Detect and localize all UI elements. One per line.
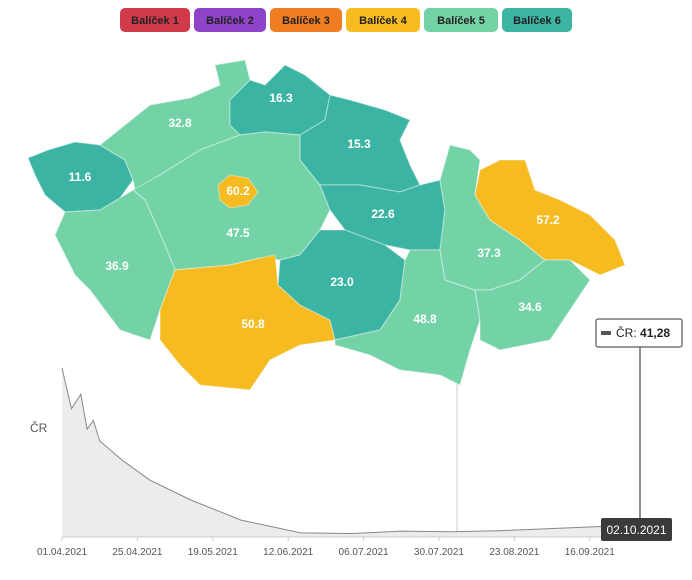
area-line — [61, 367, 641, 535]
legend-swatch — [502, 8, 572, 32]
legend-label: Balíček 1 — [131, 15, 179, 27]
x-tick-label: 16.09.2021 — [565, 547, 615, 558]
legend-swatch — [346, 8, 420, 32]
legend-swatch — [424, 8, 498, 32]
legend-label: Balíček 2 — [206, 15, 254, 27]
region[interactable] — [474, 159, 626, 276]
tooltip-text: ČR: 41,28 — [616, 325, 670, 340]
x-tick-label: 23.08.2021 — [489, 547, 539, 558]
region-value: 22.6 — [371, 207, 395, 221]
legend-button[interactable]: Balíček 3 — [270, 8, 342, 32]
x-tick-label: 25.04.2021 — [112, 547, 162, 558]
legend-label: Balíček 4 — [359, 15, 408, 27]
region-value: 48.8 — [413, 312, 437, 326]
region-value: 16.3 — [269, 91, 293, 105]
region[interactable] — [27, 141, 134, 213]
region[interactable] — [159, 254, 336, 391]
legend-button[interactable]: Balíček 2 — [194, 8, 266, 32]
region[interactable] — [217, 174, 259, 209]
x-tick-label: 01.04.2021 — [37, 547, 87, 558]
tooltip-swatch — [601, 331, 611, 335]
area-fill — [62, 368, 640, 537]
x-tick-label: 06.07.2021 — [339, 547, 389, 558]
region-value: 11.6 — [69, 170, 92, 184]
tooltip-series: ČR — [616, 325, 634, 340]
legend-label: Balíček 6 — [513, 15, 561, 27]
region-value: 15.3 — [347, 137, 371, 151]
legend-label: Balíček 5 — [437, 15, 485, 27]
region-value: 60.2 — [226, 184, 250, 198]
legend-button[interactable]: Balíček 5 — [424, 8, 498, 32]
date-box — [601, 518, 672, 541]
tooltip-box — [595, 318, 683, 348]
x-tick-label: 12.06.2021 — [263, 547, 313, 558]
legend-swatch — [194, 8, 266, 32]
legend-label: Balíček 3 — [282, 15, 330, 27]
legend-swatch — [120, 8, 190, 32]
region-value: 47.5 — [226, 226, 250, 240]
x-tick-label: 19.05.2021 — [188, 547, 238, 558]
date-label: 02.10.2021 — [606, 523, 666, 537]
region[interactable] — [474, 259, 591, 351]
legend-button[interactable]: Balíček 6 — [502, 8, 572, 32]
region-value: 50.8 — [241, 317, 265, 331]
tooltip-value: 41,28 — [640, 326, 670, 340]
legend-button[interactable]: Balíček 1 — [120, 8, 190, 32]
region-value: 37.3 — [477, 246, 501, 260]
region-value: 57.2 — [536, 213, 560, 227]
region-value: 36.9 — [105, 259, 129, 273]
region-value: 34.6 — [518, 300, 542, 314]
region-value: 32.8 — [168, 116, 192, 130]
legend-button[interactable]: Balíček 4 — [346, 8, 420, 32]
x-tick-label: 30.07.2021 — [414, 547, 464, 558]
region-value: 23.0 — [330, 275, 354, 289]
tooltip-separator: : — [633, 326, 640, 340]
legend-swatch — [270, 8, 342, 32]
series-label: ČR — [30, 420, 48, 435]
